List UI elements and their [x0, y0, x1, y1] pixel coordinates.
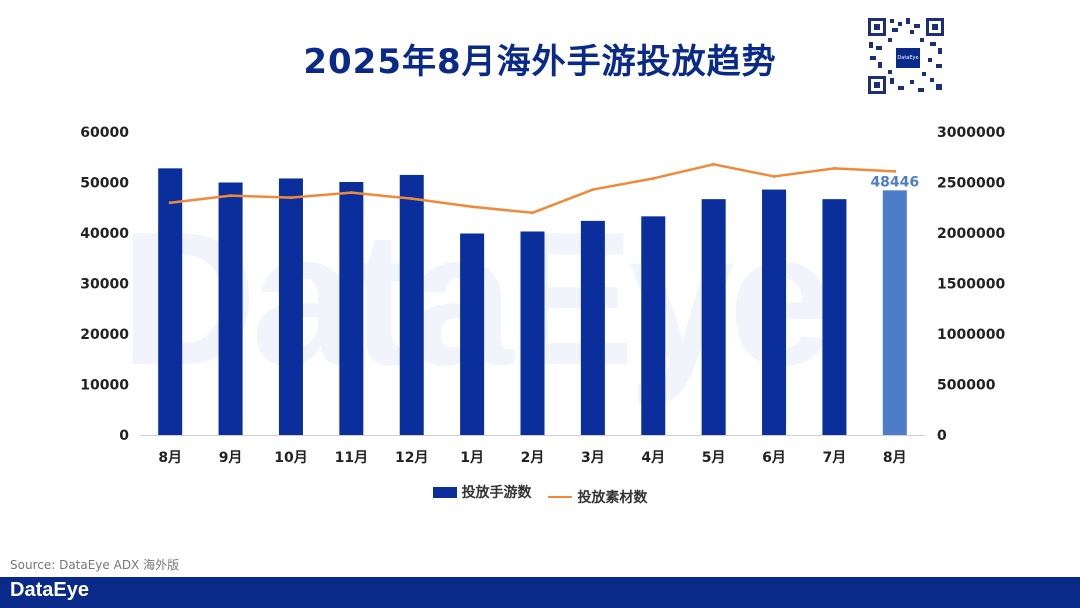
line-point-4: [410, 197, 414, 201]
x-tick-label: 12月: [395, 450, 428, 466]
x-tick-label: 9月: [219, 450, 243, 466]
legend-swatch-bars: [432, 486, 457, 498]
y-left-tick-label: 40000: [80, 226, 129, 242]
y-right-tick-label: 2500000: [937, 176, 1005, 192]
legend-item-line: 投放素材数: [548, 487, 647, 507]
line-series-path: [170, 163, 895, 215]
line-point-9: [712, 162, 716, 166]
y-left-tick-label: 60000: [80, 125, 129, 141]
source-note: Source: DataEye ADX 海外版: [10, 558, 180, 572]
bar-4: [399, 174, 424, 436]
x-tick-label: 4月: [641, 450, 665, 466]
legend: 投放手游数 投放素材数: [0, 482, 1080, 507]
bar-3: [339, 181, 364, 435]
x-tick-label: 5月: [702, 450, 726, 466]
qr-code-graphic: [866, 16, 946, 96]
line-point-0: [168, 201, 172, 205]
x-tick-label: 2月: [521, 450, 545, 466]
bar-8: [641, 216, 666, 435]
bar-0: [158, 168, 183, 436]
x-tick-label: 10月: [274, 450, 307, 466]
line-point-11: [832, 166, 836, 170]
footer-bar: DataEye: [0, 577, 1080, 608]
y-left-tick-label: 10000: [80, 378, 129, 394]
y-left-tick-label: 20000: [80, 327, 129, 343]
x-tick-label: 3月: [581, 450, 605, 466]
line-point-2: [289, 196, 293, 200]
y-left-tick-label: 30000: [80, 277, 129, 293]
line-point-5: [470, 205, 474, 209]
page-title: 2025年8月海外手游投放趋势: [303, 42, 777, 82]
bar-5: [460, 233, 485, 435]
bar-7: [580, 220, 605, 435]
x-tick-label: 7月: [823, 450, 847, 466]
y-right-tick-label: 1500000: [937, 277, 1005, 293]
y-right-tick-label: 2000000: [937, 226, 1005, 242]
bar-2: [278, 178, 303, 435]
line-point-6: [531, 211, 534, 215]
qr-logo-badge: DataEye: [894, 46, 922, 70]
legend-swatch-line: [548, 495, 573, 498]
legend-item-bars: 投放手游数: [432, 482, 532, 502]
line-point-12: [893, 169, 897, 173]
line-point-8: [651, 176, 655, 180]
data-label-last-bar: 48446: [870, 174, 919, 190]
x-tick-label: 8月: [158, 450, 182, 466]
legend-label-line: 投放素材数: [577, 489, 648, 506]
bar-12: [882, 190, 907, 435]
qr-code-icon: DataEye: [866, 16, 946, 96]
line-point-7: [591, 188, 595, 192]
bar-9: [701, 199, 726, 435]
bar-10: [762, 189, 787, 435]
footer-logo: DataEye: [10, 579, 89, 601]
x-tick-label: 1月: [460, 450, 484, 466]
bar-6: [520, 231, 545, 435]
y-right-tick-label: 0: [937, 428, 947, 444]
line-point-3: [349, 191, 353, 195]
x-tick-label: 11月: [335, 450, 368, 466]
line-point-10: [772, 174, 776, 178]
y-left-tick-label: 50000: [80, 176, 129, 192]
bar-11: [822, 199, 847, 435]
x-tick-label: 6月: [762, 450, 786, 466]
x-tick-label: 8月: [883, 450, 907, 466]
y-right-tick-label: 3000000: [937, 125, 1005, 141]
bar-1: [218, 182, 243, 435]
y-right-tick-label: 1000000: [937, 327, 1005, 343]
line-point-1: [229, 194, 233, 198]
y-right-tick-label: 500000: [937, 378, 996, 394]
legend-label-bars: 投放手游数: [461, 485, 532, 501]
y-left-tick-label: 0: [119, 428, 129, 444]
